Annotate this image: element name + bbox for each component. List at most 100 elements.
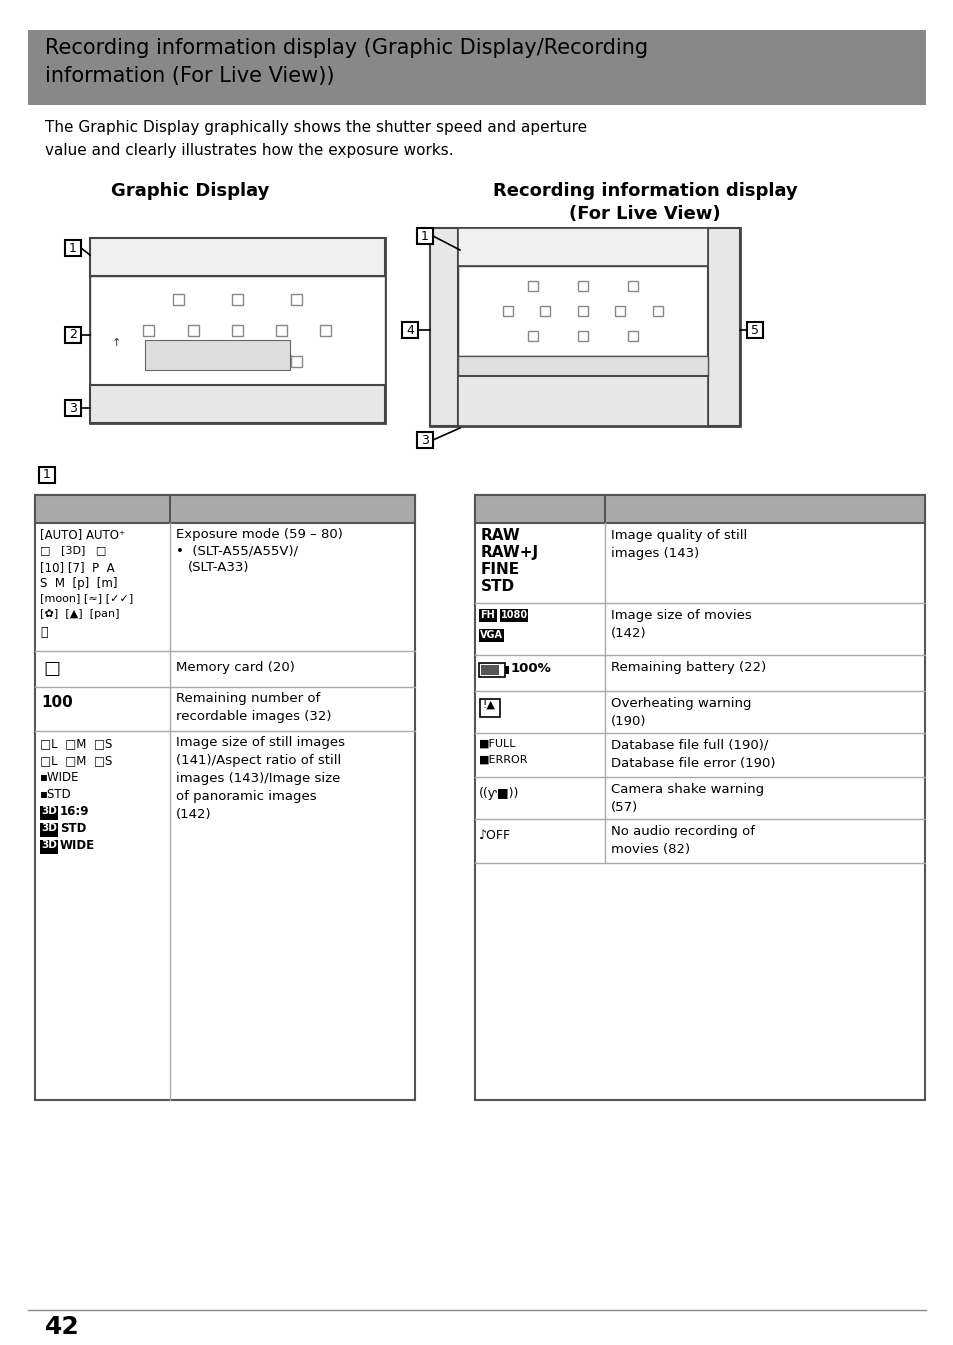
Bar — [430, 229, 740, 426]
Bar — [172, 355, 184, 367]
Bar — [504, 666, 509, 674]
Text: ☺: ☺ — [711, 321, 724, 334]
Text: Database file full (190)/
Database file error (190): Database file full (190)/ Database file … — [610, 738, 775, 769]
Text: [AUTO] AUTO⁺: [AUTO] AUTO⁺ — [40, 529, 125, 541]
Text: 100: 100 — [41, 695, 72, 710]
Text: Indication: Indication — [721, 500, 807, 516]
Text: S  M  [p]  [m]: S M [p] [m] — [40, 577, 117, 590]
Bar — [90, 238, 385, 422]
Bar — [527, 281, 537, 291]
Text: 3: 3 — [420, 433, 429, 447]
Bar — [291, 355, 302, 367]
Bar — [578, 307, 587, 316]
Text: Recording information display (Graphic Display/Recording: Recording information display (Graphic D… — [45, 38, 647, 58]
Text: !▲: !▲ — [481, 699, 495, 710]
Text: AF-S: AF-S — [434, 291, 451, 299]
Text: •  1/250    F3.5  -2·1·0·1·2+  ★: • 1/250 F3.5 -2·1·0·1·2+ ★ — [98, 393, 278, 406]
Bar — [475, 495, 924, 523]
Bar — [502, 307, 513, 316]
Bar — [291, 295, 302, 305]
Text: ■₀₀: ■₀₀ — [434, 354, 448, 363]
Bar — [707, 229, 740, 426]
Text: Image quality of still
images (143): Image quality of still images (143) — [610, 529, 746, 560]
Bar — [479, 699, 499, 717]
Text: 100%: 100% — [511, 662, 551, 675]
Text: 3: 3 — [69, 402, 77, 414]
Bar — [430, 229, 457, 426]
Bar — [28, 30, 925, 105]
Text: □L  □M  □S: □L □M □S — [40, 755, 112, 767]
Text: ─: ─ — [437, 313, 443, 324]
Text: (SLT-A33): (SLT-A33) — [188, 561, 250, 574]
Text: ♪OFF: ♪OFF — [478, 829, 511, 842]
Text: 5: 5 — [750, 324, 759, 336]
Text: RAW+J: RAW+J — [480, 545, 538, 560]
Text: □L  □M  □S: □L □M □S — [40, 737, 112, 751]
Text: Exposure mode (59 – 80): Exposure mode (59 – 80) — [175, 529, 342, 541]
Text: WIDE: WIDE — [60, 839, 95, 851]
Text: ↑: ↑ — [112, 338, 121, 348]
Bar — [578, 331, 587, 342]
Bar — [627, 331, 638, 342]
Text: 1080: 1080 — [500, 611, 528, 620]
Text: ■
+2.0: ■ +2.0 — [711, 291, 731, 311]
Text: Std.: Std. — [711, 406, 726, 416]
Text: Hz: Hz — [283, 354, 292, 360]
Bar — [276, 325, 287, 336]
Text: ‖‖‖‖: ‖‖‖‖ — [692, 382, 710, 391]
Text: [moon] [≈] [✓✓]: [moon] [≈] [✓✓] — [40, 593, 133, 603]
Text: ☉: ☉ — [711, 270, 722, 284]
Text: Camera shake warning
(57): Camera shake warning (57) — [610, 783, 763, 814]
Bar — [652, 307, 662, 316]
Text: Display: Display — [71, 500, 133, 516]
Bar — [320, 325, 331, 336]
Text: (For Live View): (For Live View) — [569, 204, 720, 223]
Text: □: □ — [43, 660, 60, 678]
Bar — [232, 325, 243, 336]
Text: REC 0:12: REC 0:12 — [556, 359, 609, 373]
Text: ‖‖‖: ‖‖‖ — [367, 393, 381, 403]
Text: The Graphic Display graphically shows the shutter speed and aperture: The Graphic Display graphically shows th… — [45, 120, 586, 134]
Bar — [90, 385, 385, 422]
Bar — [478, 609, 497, 621]
Text: □100 □FINE  ■■■  ❷❷❷❷100%: □100 □FINE ■■■ ❷❷❷❷100% — [142, 243, 294, 252]
Text: •: • — [435, 332, 441, 342]
Bar — [416, 432, 433, 448]
Text: VGA: VGA — [479, 629, 502, 640]
Bar — [475, 495, 924, 1100]
Text: ■FULL: ■FULL — [478, 738, 516, 749]
Text: □100 □FINE  ■■■  ❷❷❷❷100%: □100 □FINE ■■■ ❷❷❷❷100% — [499, 233, 652, 242]
Text: 3D: 3D — [41, 806, 57, 816]
Text: 4: 4 — [406, 324, 414, 336]
Text: 3D: 3D — [41, 841, 57, 850]
Text: 1: 1 — [69, 242, 77, 254]
Text: Image size of movies
(142): Image size of movies (142) — [610, 609, 751, 639]
Bar — [90, 238, 385, 276]
Text: 2: 2 — [69, 328, 77, 342]
Text: information (For Live View)): information (For Live View)) — [45, 66, 335, 86]
Text: ■■ ■■₁     ■■■ ■off ■x: ■■ ■■₁ ■■■ ■off ■x — [499, 247, 611, 256]
Bar — [188, 325, 198, 336]
Bar — [65, 327, 81, 343]
Text: P: P — [102, 242, 120, 266]
Bar — [627, 281, 638, 291]
Bar — [478, 629, 503, 642]
Text: 42: 42 — [45, 1315, 80, 1340]
Bar — [480, 664, 498, 675]
Bar — [172, 295, 184, 305]
Bar — [40, 841, 58, 854]
Text: 60   250  1000: 60 250 1000 — [152, 342, 219, 351]
Text: value and clearly illustrates how the exposure works.: value and clearly illustrates how the ex… — [45, 143, 453, 157]
Text: 1: 1 — [43, 468, 51, 482]
Bar — [35, 495, 415, 1100]
Text: No audio recording of
movies (82): No audio recording of movies (82) — [610, 824, 754, 855]
Text: Memory card (20): Memory card (20) — [175, 660, 294, 674]
Text: •: • — [283, 342, 289, 352]
Text: FH: FH — [479, 611, 495, 620]
Text: Recording information display: Recording information display — [492, 182, 797, 200]
Bar — [540, 307, 550, 316]
Text: ISO
400: ISO 400 — [710, 231, 726, 252]
Bar — [457, 377, 707, 426]
Bar — [527, 331, 537, 342]
Text: [✿]  [▲]  [pan]: [✿] [▲] [pan] — [40, 609, 119, 619]
